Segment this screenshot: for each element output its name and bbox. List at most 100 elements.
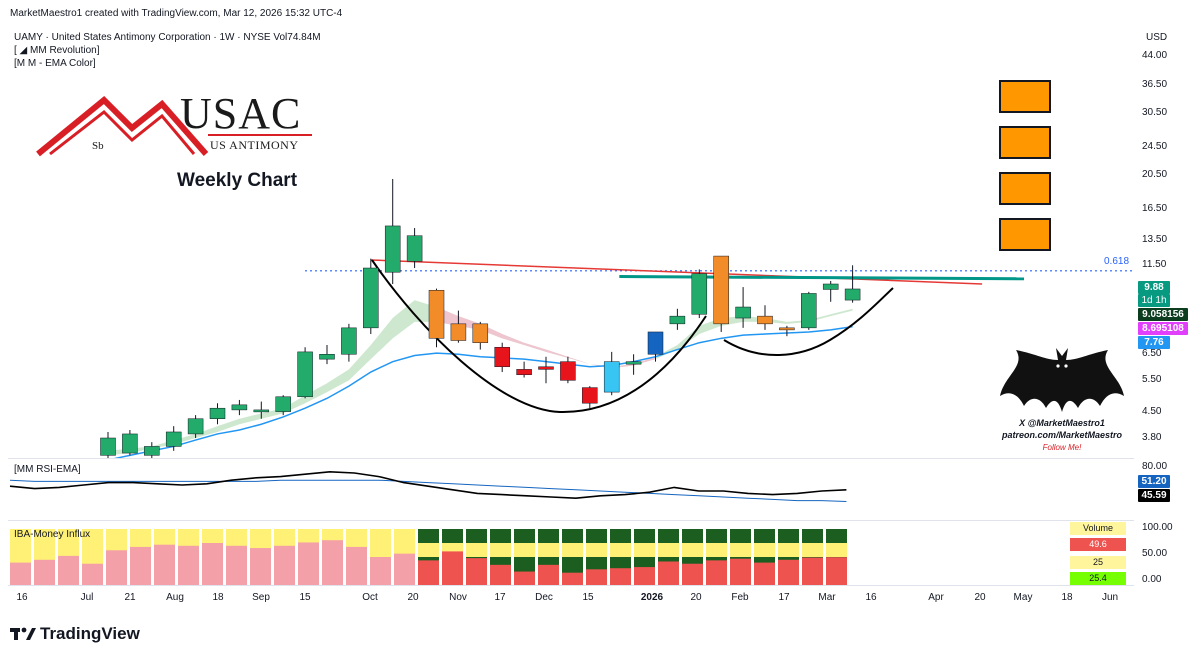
candle-body [472, 323, 489, 343]
money-tick-50: 50.00 [1142, 548, 1168, 559]
candle-body [165, 431, 182, 447]
time-tick: 15 [582, 592, 594, 603]
candle-body [275, 396, 291, 412]
candle-body [209, 407, 226, 419]
flux-bar [466, 558, 487, 585]
price-tick: 30.50 [1142, 107, 1168, 119]
flux-bar [250, 548, 271, 585]
bat-line3: Follow Me! [1042, 443, 1082, 452]
bat-line1: X @MarketMaestro1 [1019, 418, 1105, 428]
candle-body [691, 273, 708, 315]
flux-bar [730, 558, 751, 585]
indicator-mm-revolution[interactable]: [ ◢ MM Revolution] [14, 45, 100, 56]
rsi-black-tag: 45.59 [1138, 489, 1170, 502]
flux-bar [10, 562, 31, 585]
time-tick: Apr [928, 592, 944, 603]
candle-body [735, 306, 751, 319]
mountain-logo-graphic [36, 95, 312, 157]
fib-0618-label: 0.618 [1104, 256, 1130, 267]
flux-bar [106, 550, 127, 585]
flux-bar [154, 544, 175, 585]
flux-bar [538, 564, 559, 585]
flux-bar [754, 562, 775, 585]
time-tick: 21 [124, 592, 136, 603]
tradingview-brand: TradingView [40, 624, 140, 643]
price-tick: 44.00 [1142, 50, 1168, 61]
candle-body [122, 433, 138, 454]
flux-bar [658, 561, 679, 585]
flux-bar [682, 563, 703, 585]
logo-sub-text: US ANTIMONY [210, 138, 299, 152]
ema3-tag: 7.76 [1138, 336, 1170, 349]
price-tick: 36.50 [1142, 79, 1168, 91]
flux-bar [586, 569, 607, 585]
flux-mid-bar [778, 543, 799, 557]
flux-bar [34, 559, 55, 585]
money-influx-chart[interactable] [0, 521, 1134, 585]
cup-curve [371, 259, 707, 414]
created-by-text: MarketMaestro1 created with TradingView.… [10, 8, 343, 19]
flux-bar [490, 564, 511, 585]
time-tick: Aug [166, 592, 184, 603]
time-tick: 15 [299, 592, 311, 603]
flux-bar [826, 557, 847, 585]
flux-bar [802, 557, 823, 585]
ema2-tag: 8.695108 [1138, 322, 1188, 335]
flux-bar [442, 551, 463, 585]
flux-mid-bar [802, 543, 823, 557]
pane-separator-2[interactable] [8, 520, 1134, 521]
rsi-chart[interactable] [0, 459, 1134, 519]
price-chart[interactable] [0, 0, 1134, 458]
time-tick: 18 [1061, 592, 1073, 603]
candle-body [319, 354, 335, 360]
candle-body [231, 404, 248, 411]
bat-icon [1000, 348, 1124, 412]
candle-body [844, 288, 861, 301]
money-value-1: 49.6 [1070, 538, 1126, 551]
flux-mid-bar [562, 543, 583, 557]
flux-bar [370, 557, 391, 585]
pane-separator-1[interactable] [8, 458, 1134, 459]
bat-watermark: X @MarketMaestro1 patreon.com/MarketMaes… [996, 346, 1128, 456]
flux-bar [82, 563, 103, 585]
flux-bar [706, 560, 727, 585]
time-tick: Jul [80, 592, 94, 603]
flux-mid-bar [826, 543, 847, 557]
candle-body [406, 235, 423, 262]
price-tick: 3.80 [1142, 432, 1162, 443]
candle-body [363, 267, 379, 329]
money-title[interactable]: IBA-Money Influx [14, 529, 91, 540]
flux-mid-bar [658, 543, 679, 557]
flux-mid-bar [490, 543, 511, 557]
logo-sb-text: Sb [92, 140, 104, 152]
indicator-ema-color[interactable]: [M M - EMA Color] [14, 58, 96, 69]
countdown-tag: 1d 1h [1138, 294, 1170, 307]
candle-body [341, 327, 357, 355]
resistance-red-line [370, 259, 983, 285]
flux-mid-bar [754, 543, 775, 557]
flux-mid-bar [514, 543, 535, 557]
ema1-tag: 9.058156 [1138, 308, 1188, 321]
orange-box-4 [999, 218, 1051, 251]
time-tick: 2026 [640, 592, 664, 603]
flux-mid-bar [466, 543, 487, 557]
time-tick: Nov [449, 592, 467, 603]
rsi-blue-tag: 51.20 [1138, 475, 1170, 488]
price-tick: 11.50 [1142, 259, 1167, 271]
candle-body [516, 369, 532, 376]
candle-body [625, 361, 642, 365]
symbol-title[interactable]: UAMY · United States Antimony Corporatio… [14, 32, 321, 43]
candle-body [647, 331, 664, 355]
rsi-ema-line [9, 479, 847, 503]
orange-box-2 [999, 126, 1051, 159]
time-tick: 16 [865, 592, 877, 603]
price-tick: 16.50 [1142, 202, 1168, 214]
candle-body [100, 437, 116, 456]
candle-body [187, 418, 204, 435]
rsi-title[interactable]: [MM RSI-EMA] [14, 464, 81, 475]
pane-separator-3 [8, 585, 1134, 586]
price-tick: 5.50 [1142, 374, 1162, 386]
flux-mid-bar [610, 543, 631, 557]
candle-body [822, 283, 839, 290]
candle-body [560, 361, 576, 381]
